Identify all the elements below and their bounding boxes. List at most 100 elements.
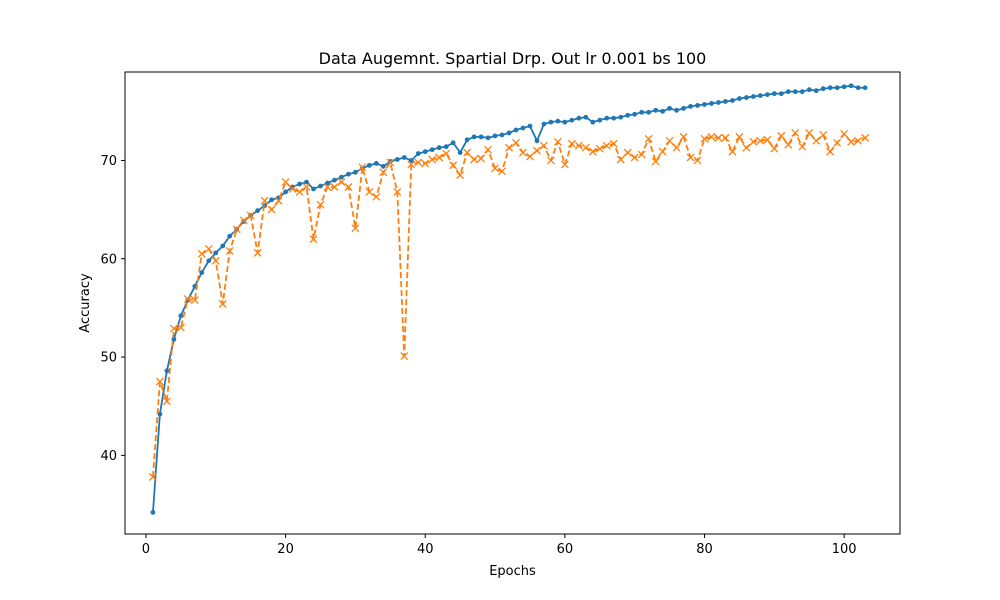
series-2-point — [337, 178, 346, 187]
series-2-point — [651, 157, 660, 166]
series-2-point — [763, 135, 772, 144]
series-2-point — [218, 300, 227, 308]
series-2-point — [749, 137, 758, 146]
series-2 — [148, 128, 870, 481]
series-2-point — [812, 136, 821, 145]
y-axis: 40 50 60 70 — [100, 154, 125, 464]
series-1-point — [318, 183, 323, 189]
series-1-point — [716, 100, 721, 105]
series-2-point — [477, 154, 486, 163]
series-1-point — [674, 107, 679, 113]
series-1-point — [743, 95, 749, 100]
series-2-point — [288, 185, 297, 193]
series-1-point — [506, 130, 512, 136]
series-1-point — [304, 179, 309, 185]
series-2-point — [707, 132, 716, 141]
series-2-point — [777, 131, 786, 140]
series-1-point — [778, 91, 784, 97]
series-1-point — [730, 98, 735, 103]
series-2-point — [742, 143, 751, 152]
series-1-point — [220, 243, 226, 249]
series-1-point — [792, 89, 798, 95]
series-1-point — [353, 169, 358, 175]
series-1-point — [848, 83, 854, 89]
series-1-point — [604, 115, 610, 121]
series-2-point — [665, 136, 674, 145]
series-1-point — [332, 177, 337, 183]
series-1-point — [646, 109, 652, 115]
series-1-point — [834, 85, 840, 91]
series-2-point — [260, 196, 269, 205]
series-2-point — [204, 244, 213, 253]
series-1-point — [478, 134, 484, 140]
series-1-point — [632, 111, 638, 117]
series-2-point — [567, 139, 576, 148]
y-axis-label: Accuracy — [78, 273, 93, 333]
series-2-point — [316, 200, 325, 209]
series-1-point — [611, 115, 617, 121]
series-2-point — [281, 178, 290, 187]
series-1-point — [283, 189, 288, 195]
series-1-point — [534, 138, 540, 144]
series-1-point — [513, 127, 519, 133]
series-1-point — [723, 99, 728, 104]
series-1-point — [639, 109, 645, 115]
series-2-point — [679, 132, 688, 141]
x-tick-label: 80 — [696, 542, 713, 557]
series-1-point — [443, 144, 449, 150]
series-1-point — [408, 158, 414, 163]
series-2-point — [595, 144, 604, 153]
series-1-point — [764, 92, 770, 98]
series-2-point — [435, 153, 444, 162]
series-2-point — [637, 150, 646, 159]
series-1-point — [199, 270, 205, 275]
series-2-point — [539, 141, 548, 150]
series-2-point — [295, 187, 304, 196]
x-axis-label: Epochs — [489, 564, 536, 579]
series-2-point — [833, 138, 842, 147]
x-tick-label: 0 — [142, 542, 150, 557]
series-1-point — [660, 108, 666, 114]
series-1-point — [618, 114, 624, 120]
series-2-point — [309, 235, 318, 244]
x-axis: 0 20 40 60 80 100 — [142, 534, 857, 557]
series-2-point — [574, 141, 583, 150]
series-1-point — [597, 117, 603, 123]
series-2-point — [351, 224, 360, 233]
series-2-point — [267, 205, 276, 214]
series-2-point — [232, 225, 241, 234]
series-1-point — [813, 88, 819, 94]
series-2-point — [784, 140, 793, 149]
series-1-point — [415, 151, 421, 156]
series-1-point — [464, 137, 470, 143]
x-tick-label: 20 — [277, 542, 294, 557]
series-1-point — [862, 85, 868, 91]
series-2-point — [225, 246, 234, 255]
series-1-point — [401, 155, 407, 160]
series-1-point — [688, 104, 693, 109]
series-2-point — [211, 256, 220, 265]
series-2-point — [197, 249, 206, 258]
series-1-point — [255, 208, 261, 214]
series-2-point — [148, 473, 157, 481]
series-1-point — [171, 336, 177, 342]
series-1-point — [555, 118, 561, 124]
series-1-point — [373, 161, 379, 166]
series-2-point — [379, 168, 388, 177]
series-1-point — [157, 411, 163, 417]
series-2-point — [414, 158, 423, 167]
series-2-point — [553, 137, 562, 146]
series-1-point — [541, 121, 547, 127]
series-1-point — [681, 105, 686, 111]
series-2-point — [644, 134, 653, 143]
series-2-point — [805, 128, 814, 137]
series-2-point — [190, 296, 199, 305]
plot-area-frame — [124, 71, 901, 535]
series-1-point — [150, 509, 156, 515]
y-tick-label: 60 — [100, 252, 117, 267]
series-1-point — [820, 86, 826, 92]
y-tick-label: 70 — [100, 154, 117, 169]
series-2-point — [560, 160, 569, 169]
